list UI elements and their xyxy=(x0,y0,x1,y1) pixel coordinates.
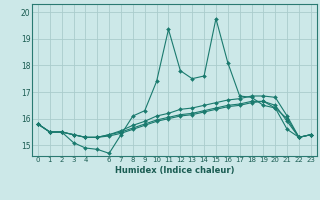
X-axis label: Humidex (Indice chaleur): Humidex (Indice chaleur) xyxy=(115,166,234,175)
